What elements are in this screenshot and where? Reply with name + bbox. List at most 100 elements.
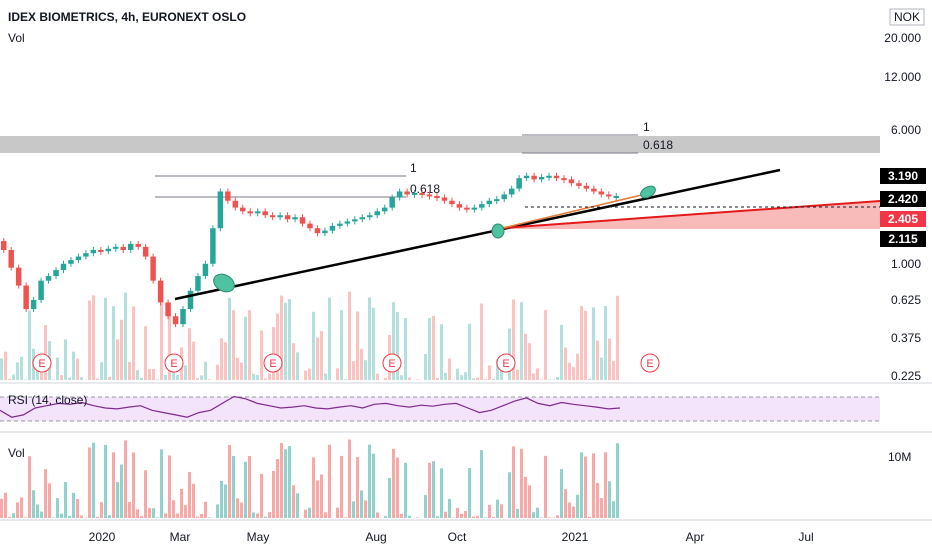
volume-pane-bar [304, 509, 307, 518]
volume-pane-bar [16, 502, 19, 518]
volume-bar [76, 358, 79, 380]
candle-body [523, 175, 530, 179]
fib-label: 0.618 [643, 138, 673, 152]
volume-pane-bar [524, 476, 527, 518]
candle-body [8, 249, 14, 268]
volume-bar [436, 378, 439, 380]
volume-overlay [0, 291, 619, 380]
candle-body [277, 215, 283, 218]
volume-pane-bar [568, 502, 571, 518]
touch-ellipse-1[interactable] [210, 271, 237, 296]
volume-pane-bar [44, 469, 47, 518]
candle-body [606, 194, 612, 197]
candle-body [381, 207, 388, 212]
volume-pane-bar [336, 507, 339, 518]
time-tick: 2021 [562, 530, 589, 544]
candle-body [561, 178, 567, 181]
volume-bar [176, 374, 179, 380]
volume-bar [128, 362, 131, 380]
volume-pane-bar [404, 462, 407, 518]
candle-body [396, 191, 403, 198]
candle-body [531, 175, 537, 180]
candle-body [240, 207, 246, 212]
candle-body [479, 204, 485, 208]
candle-body [508, 188, 515, 195]
volume-bar [148, 368, 151, 380]
price-axis: 20.000 12.000 6.000 1.000 0.625 0.375 0.225 [884, 31, 921, 383]
earnings-marker[interactable] [382, 353, 402, 373]
volume-pane-bar [268, 512, 271, 518]
volume-bar [4, 351, 7, 380]
volume-pane-bar [436, 516, 439, 518]
red-trendline[interactable] [502, 200, 881, 229]
volume-pane-bar [172, 500, 175, 518]
volume-bar [476, 377, 479, 380]
volume-pane-bar [324, 512, 327, 518]
volume-pane-bar [432, 461, 435, 518]
earnings-marker[interactable] [496, 353, 516, 373]
candle-body [292, 217, 298, 220]
volume-bar [60, 375, 63, 380]
volume-bar [392, 302, 395, 380]
volume-bar [608, 338, 611, 380]
volume-pane-bar [476, 515, 479, 518]
touch-ellipse-3[interactable] [639, 184, 658, 201]
volume-bar [108, 376, 111, 380]
volume-pane-bar [60, 513, 63, 518]
volume-pane-bar [240, 502, 243, 518]
volume-pane-bar [276, 459, 279, 518]
volume-pane-bar [576, 494, 579, 518]
earnings-marker[interactable] [32, 353, 52, 373]
volume-bar [336, 368, 339, 380]
volume-bar [112, 306, 115, 380]
volume-bar [168, 309, 171, 380]
candle-body [157, 280, 164, 303]
volume-pane-bar [564, 489, 567, 518]
volume-pane-bar [180, 488, 183, 518]
orange-trendline[interactable] [502, 192, 651, 229]
volume-bar [428, 317, 431, 380]
volume-pane-bar [120, 464, 123, 518]
volume-bar [588, 378, 591, 380]
candle-body [187, 290, 194, 310]
candle-body [426, 194, 433, 197]
volume-pane-bar [80, 515, 83, 518]
volume-bar [132, 306, 135, 380]
currency-badge [889, 8, 925, 26]
volume-bar [200, 375, 203, 380]
price-badges: 3.190 2.420 2.405 2.115 [880, 168, 926, 247]
time-tick: Apr [686, 530, 705, 544]
volume-bar [560, 324, 563, 380]
volume-bar [460, 375, 463, 380]
volume-pane-bar [548, 517, 551, 518]
volume-bar [468, 323, 471, 380]
candle-body [53, 270, 59, 277]
earnings-marker-label: E [388, 358, 395, 370]
volume-bar [236, 357, 239, 380]
volume-bar [312, 311, 315, 380]
rsi-label: RSI (14, close) [8, 393, 87, 407]
vol-pane-label: Vol [8, 446, 25, 460]
volume-pane-bar [388, 478, 391, 518]
symbol-title: IDEX BIOMETRICS, 4h, EURONEXT OSLO [8, 10, 246, 24]
volume-pane-bar [76, 499, 79, 518]
trendline-support[interactable] [174, 168, 781, 301]
candle-body [329, 225, 336, 231]
volume-pane-bar [604, 452, 607, 518]
candle-body [75, 256, 82, 261]
candle-body [583, 185, 590, 189]
candle-body [127, 243, 134, 250]
volume-bar [96, 378, 99, 380]
touch-ellipse-2[interactable] [491, 223, 505, 239]
volume-pane-bar [40, 511, 43, 518]
volume-bar [64, 339, 67, 380]
volume-pane-bar [260, 473, 263, 518]
earnings-marker[interactable] [263, 353, 283, 373]
price-badge-label: 2.420 [888, 192, 918, 206]
candle-body [591, 188, 597, 192]
volume-bar [68, 377, 71, 380]
earnings-marker[interactable] [164, 353, 184, 373]
price-tick: 12.000 [884, 70, 921, 84]
earnings-marker[interactable] [640, 353, 660, 373]
